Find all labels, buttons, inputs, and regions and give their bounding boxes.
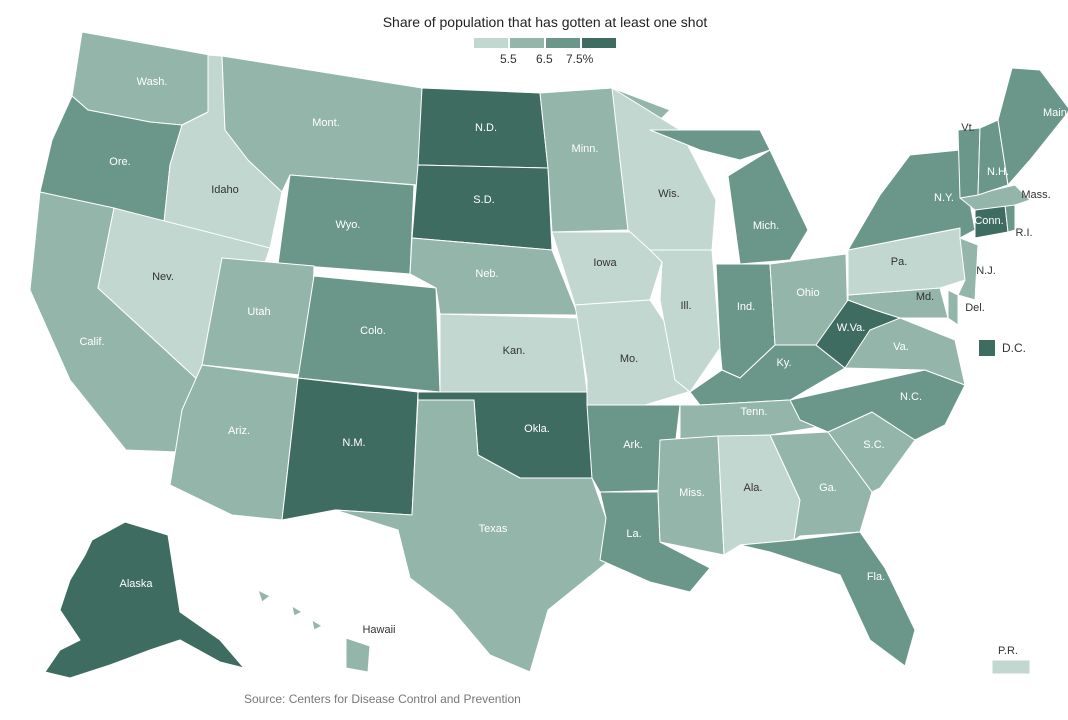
- state-label-mi: Mich.: [753, 220, 779, 232]
- source-note: Source: Centers for Disease Control and …: [244, 692, 521, 706]
- state-label-nd: N.D.: [475, 122, 497, 134]
- state-mo: [574, 299, 691, 406]
- state-label-ut: Utah: [247, 306, 270, 318]
- state-label-wv: W.Va.: [837, 322, 866, 334]
- state-label-in: Ind.: [737, 301, 755, 313]
- state-label-ok: Okla.: [524, 423, 550, 435]
- dc-label: D.C.: [1002, 341, 1026, 355]
- state-label-ky: Ky.: [776, 357, 791, 369]
- state-tx: [334, 399, 611, 673]
- state-fl: [739, 531, 916, 667]
- state-pr: [991, 659, 1031, 675]
- state-label-fl: Fla.: [867, 571, 885, 583]
- state-label-nh: N.H.: [987, 166, 1009, 178]
- legend-swatch-2: [510, 38, 544, 48]
- legend-swatch-1: [474, 38, 508, 48]
- state-sd: [411, 164, 553, 251]
- state-label-de: Del.: [965, 302, 985, 314]
- state-label-sd: S.D.: [473, 194, 494, 206]
- state-label-wy: Wyo.: [336, 219, 361, 231]
- state-ar: [586, 404, 681, 493]
- state-label-id: Idaho: [211, 184, 239, 196]
- legend-tick-1: 5.5: [500, 52, 517, 66]
- state-label-nm: N.M.: [342, 437, 365, 449]
- state-nm: [281, 377, 419, 521]
- state-label-ia: Iowa: [593, 257, 617, 269]
- state-label-ak: Alaska: [119, 578, 153, 590]
- state-label-pr: P.R.: [998, 645, 1018, 657]
- state-de: [947, 289, 959, 326]
- state-label-nc: N.C.: [900, 391, 922, 403]
- state-label-md: Md.: [916, 291, 934, 303]
- state-label-nv: Nev.: [152, 271, 174, 283]
- state-label-mo: Mo.: [620, 353, 638, 365]
- legend-tick-2: 6.5: [536, 52, 553, 66]
- state-label-me: Maine: [1043, 107, 1068, 119]
- state-label-az: Ariz.: [228, 425, 250, 437]
- state-label-la: La.: [626, 528, 641, 540]
- state-label-va: Va.: [893, 341, 909, 353]
- state-label-ga: Ga.: [819, 482, 837, 494]
- state-label-il: Ill.: [681, 300, 692, 312]
- state-label-ne: Neb.: [475, 268, 498, 280]
- state-label-nj: N.J.: [976, 265, 996, 277]
- state-label-or: Ore.: [109, 156, 130, 168]
- dc-swatch: [979, 340, 995, 356]
- state-label-co: Colo.: [360, 325, 386, 337]
- state-label-oh: Ohio: [796, 287, 819, 299]
- state-vt: [957, 127, 981, 199]
- state-label-mt: Mont.: [312, 117, 340, 129]
- state-label-mn: Minn.: [572, 143, 599, 155]
- state-label-wa: Wash.: [137, 76, 168, 88]
- state-label-ar: Ark.: [623, 439, 643, 451]
- state-label-pa: Pa.: [891, 256, 908, 268]
- state-me: [997, 67, 1068, 186]
- state-ak: [44, 521, 245, 679]
- state-label-tx: Texas: [479, 523, 508, 535]
- state-label-ks: Kan.: [503, 345, 526, 357]
- legend-swatch-4: [582, 38, 616, 48]
- map-title: Share of population that has gotten at l…: [382, 14, 708, 30]
- state-label-al: Ala.: [744, 482, 763, 494]
- state-label-tn: Tenn.: [741, 406, 768, 418]
- state-mi: [649, 129, 809, 265]
- state-label-ny: N.Y.: [934, 192, 954, 204]
- state-label-ct: Conn.: [974, 215, 1003, 227]
- state-il: [649, 249, 721, 393]
- state-label-ms: Miss.: [679, 487, 705, 499]
- state-label-wi: Wis.: [658, 188, 679, 200]
- state-ms: [657, 435, 725, 556]
- state-label-vt: Vt.: [961, 122, 974, 134]
- state-label-sc: S.C.: [863, 439, 884, 451]
- state-label-ma: Mass.: [1021, 189, 1050, 201]
- legend-tick-3: 7.5%: [566, 52, 594, 66]
- state-label-ca: Calif.: [79, 336, 104, 348]
- state-label-ri: R.I.: [1015, 227, 1032, 239]
- state-ma: [959, 184, 1031, 211]
- state-hi: [257, 589, 371, 673]
- state-nj: [957, 237, 979, 301]
- legend-swatch-3: [546, 38, 580, 48]
- state-label-hi: Hawaii: [362, 624, 395, 636]
